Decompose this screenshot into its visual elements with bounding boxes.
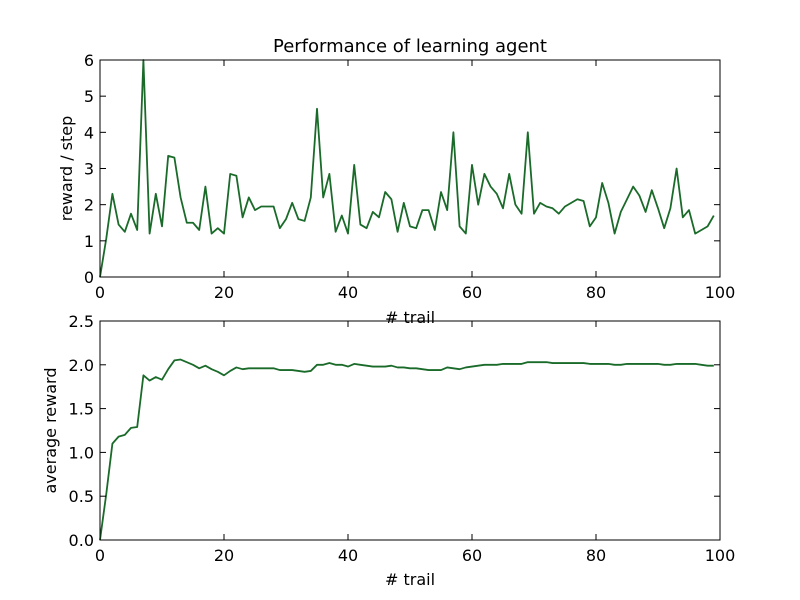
y-tick-label: 2.5 <box>69 312 94 331</box>
y-tick-label: 4 <box>84 123 94 142</box>
y-tick-label: 5 <box>84 87 94 106</box>
average-reward-panel: 0 20 40 60 80 100 0.0 0.5 1.0 1.5 2.0 2.5 # trail ave… <box>41 312 735 589</box>
x-tick-label: 20 <box>214 546 234 565</box>
x-tick-label: 100 <box>705 283 736 302</box>
y-tick-label: 0 <box>84 268 94 287</box>
x-axis-label: # trail <box>385 570 435 589</box>
y-axis-label: reward / step <box>57 116 76 222</box>
y-tick-label: 1 <box>84 232 94 251</box>
y-axis-label: average reward <box>41 368 60 494</box>
y-tick-label: 2.0 <box>69 356 94 375</box>
x-tick-label: 40 <box>338 546 358 565</box>
series-line <box>99 358 714 541</box>
y-tick-label: 0.5 <box>69 487 94 506</box>
chart-title: Performance of learning agent <box>273 36 547 57</box>
x-tick-label: 60 <box>462 283 482 302</box>
x-tick-label: 80 <box>586 546 606 565</box>
y-tick-label: 1.5 <box>69 400 94 419</box>
x-axis-label: # trail <box>385 308 435 327</box>
reward-per-step-panel: Performance of learning agent 0 20 40 60 80 1… <box>57 36 735 327</box>
y-tick-label: 6 <box>84 51 94 70</box>
x-tick-label: 20 <box>214 283 234 302</box>
y-tick-label: 3 <box>84 160 94 179</box>
y-tick-label: 2 <box>84 196 94 215</box>
x-tick-label: 40 <box>338 283 358 302</box>
x-tick-label: 60 <box>462 546 482 565</box>
x-tick-label: 100 <box>705 546 736 565</box>
y-tick-label: 0.0 <box>69 531 94 550</box>
x-tick-label: 80 <box>586 283 606 302</box>
series-line <box>99 59 715 278</box>
x-tick-label: 0 <box>95 283 105 302</box>
y-tick-label: 1.0 <box>69 443 94 462</box>
x-tick-label: 0 <box>95 546 105 565</box>
plot-frame <box>99 320 721 541</box>
